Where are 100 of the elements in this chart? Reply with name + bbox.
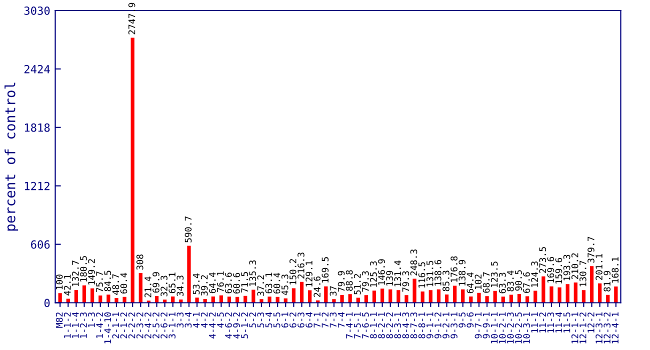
data-label: 76.1 xyxy=(217,272,224,292)
x-tick-label: 12-4-1 xyxy=(612,312,618,344)
x-tick-label: 1-1-2 xyxy=(64,312,71,338)
x-tick-label: 10-1-1 xyxy=(490,312,498,344)
bar xyxy=(58,293,62,303)
bar xyxy=(292,288,296,303)
bar xyxy=(396,290,400,303)
bar xyxy=(485,296,489,303)
data-label: 176.8 xyxy=(450,256,458,282)
data-label: 248.3 xyxy=(410,250,418,276)
x-tick-label: 5-4 xyxy=(265,312,272,328)
data-label: 32.3 xyxy=(160,276,168,296)
bar xyxy=(260,299,264,303)
bar xyxy=(509,294,514,303)
x-tick-label: M82 xyxy=(56,312,63,328)
bar xyxy=(372,290,376,303)
data-label: 169.6 xyxy=(547,257,554,283)
x-tick-label: 4-4-2 xyxy=(208,312,216,339)
bar xyxy=(348,294,352,303)
data-label: 63.1 xyxy=(265,272,272,294)
data-label: 139 xyxy=(386,270,394,286)
data-label: 308 xyxy=(136,254,144,270)
x-tick-label: 6-4 xyxy=(306,312,312,328)
data-label: 64.4 xyxy=(466,272,474,294)
x-tick-label: 6-2 xyxy=(290,312,296,328)
x-tick-label: 8-2-2 xyxy=(386,312,394,338)
bar xyxy=(404,295,408,303)
data-label: 210.2 xyxy=(571,253,578,280)
data-label: 168.1 xyxy=(612,257,619,283)
bar xyxy=(252,290,256,303)
data-label: 123.5 xyxy=(490,262,498,287)
x-tick-label: 9-1-2 xyxy=(434,312,442,338)
x-tick-label: 4-6-2 xyxy=(225,312,232,339)
data-label: 51.2 xyxy=(354,274,361,294)
x-tick-label: 3-1-1 xyxy=(168,312,176,338)
y-axis-title: percent of control xyxy=(4,82,18,231)
x-tick-label: 2-2-2 xyxy=(128,312,136,338)
data-label: 129.1 xyxy=(306,260,312,286)
bar xyxy=(332,299,336,303)
data-label: 201.1 xyxy=(596,254,602,280)
x-tick-label: 3-4 xyxy=(184,312,192,328)
bar xyxy=(428,290,432,303)
data-label: 79.3 xyxy=(402,271,410,292)
x-tick-label: 5-1-2 xyxy=(241,312,248,338)
bar xyxy=(122,296,126,303)
data-label: 42.1 xyxy=(64,274,71,296)
y-tick-label: 0 xyxy=(44,298,50,308)
x-tick-label: 2-3-2 xyxy=(136,312,144,338)
x-tick-label: 11-1 xyxy=(531,312,538,332)
x-tick-label: 9-6 xyxy=(466,312,474,328)
bar xyxy=(138,273,142,303)
x-tick-label: 2-1-2 xyxy=(120,312,128,338)
data-label: 180.5 xyxy=(80,256,87,282)
x-tick-label: 8-4-3 xyxy=(402,312,410,338)
data-label: 116.5 xyxy=(418,262,426,288)
data-label: 45.3 xyxy=(281,274,288,296)
y-tick-label: 1212 xyxy=(24,182,50,190)
data-label: 64.4 xyxy=(208,272,216,294)
data-label: 71.5 xyxy=(241,272,248,292)
data-label: 135.3 xyxy=(249,260,256,286)
data-label: 65.1 xyxy=(168,272,176,294)
bar xyxy=(187,246,191,303)
data-label: 159.6 xyxy=(555,258,562,284)
bar xyxy=(566,284,570,303)
data-label: 90.5 xyxy=(515,270,522,291)
x-tick-label: 7-1 xyxy=(314,312,320,328)
x-tick-label: 2-6-2 xyxy=(160,312,168,338)
x-tick-label: 1-4-2 xyxy=(96,312,103,338)
data-label: 131.4 xyxy=(394,260,402,286)
data-label: 125.3 xyxy=(370,261,377,287)
x-tick-label: 12-1-2 xyxy=(580,312,586,344)
x-tick-label: 9-1-1 xyxy=(426,312,434,338)
bar xyxy=(436,289,441,303)
x-tick-label: 9-2-1 xyxy=(442,312,450,338)
bar xyxy=(461,289,465,303)
data-label: 60.4 xyxy=(120,272,128,294)
data-label: 60.4 xyxy=(273,272,280,294)
bar xyxy=(590,266,594,303)
data-label: 21.4 xyxy=(144,276,152,298)
data-label: 146.9 xyxy=(378,259,385,285)
data-label: 68.7 xyxy=(482,272,490,293)
data-label: 75.7 xyxy=(96,272,104,292)
x-tick-label: 7-4-1 xyxy=(346,312,353,338)
x-tick-label: 5-2 xyxy=(249,312,256,328)
bar xyxy=(195,298,199,303)
bar xyxy=(614,286,618,303)
data-label: 79.9 xyxy=(338,271,345,292)
x-tick-label: 2-1-1 xyxy=(112,312,119,338)
x-tick-label: 2-4-2 xyxy=(144,312,152,338)
y-tick-label: 2424 xyxy=(24,64,50,74)
x-tick-label: 11-5 xyxy=(564,312,570,332)
x-tick-label: 8-1-1 xyxy=(370,312,377,338)
bar xyxy=(74,290,78,303)
data-label: 24.6 xyxy=(314,276,321,297)
bar xyxy=(82,285,86,303)
x-tick-label: 9-7-1 xyxy=(474,312,482,338)
data-label: 379.7 xyxy=(588,236,594,263)
x-tick-label: 9-3-1 xyxy=(450,312,458,338)
x-tick-label: 12-3-2 xyxy=(604,312,611,344)
data-label: 37 xyxy=(330,286,337,296)
